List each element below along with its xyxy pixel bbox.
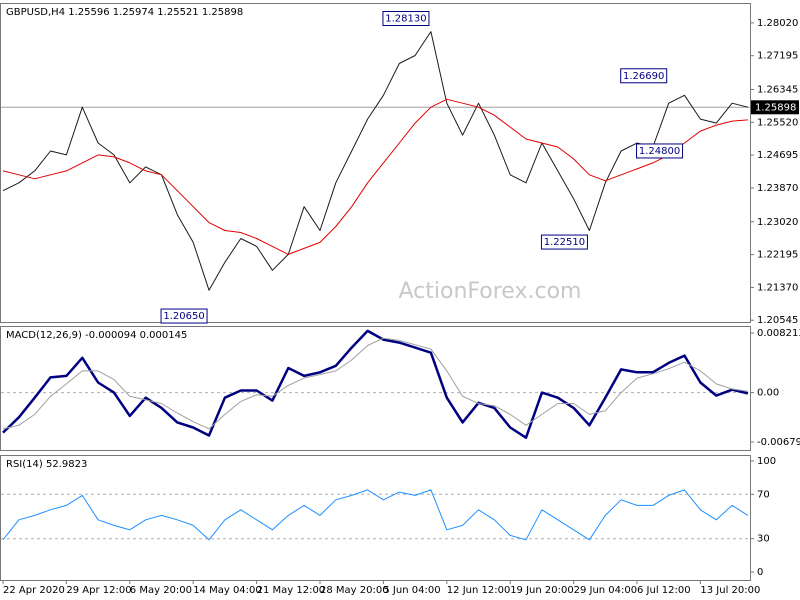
y-tick-label: 1.27195 [757,51,798,62]
series-line [2,31,749,291]
x-tick-label: 5 Jun 04:00 [383,585,440,596]
x-tick-label: 19 Jun 20:00 [510,585,574,596]
x-tick-label: 28 May 20:00 [320,585,389,596]
series-line [2,98,748,255]
x-tick-label: 6 Jul 12:00 [637,585,691,596]
y-tick-label: 0.008213 [757,328,800,339]
annotation-label: 1.22510 [544,237,585,248]
y-tick-label: 100 [757,456,776,467]
y-tick-label: -0.006796 [757,437,800,448]
price-panel [0,3,751,323]
y-tick-label: 1.23020 [757,217,798,228]
macd-panel [0,326,751,451]
annotation-box [160,308,208,324]
x-tick-label: 12 Jun 12:00 [447,585,511,596]
rsi-panel [0,455,751,581]
y-tick-label: 0.00 [757,388,779,399]
y-tick-label: 1.26345 [757,85,798,96]
series-line [2,329,749,439]
y-tick-label: 1.21370 [757,282,798,293]
annotation-box [540,234,588,250]
panel-title: MACD(12,26,9) -0.000094 0.000145 [6,330,187,341]
panel-title: GBPUSD,H4 1.25596 1.25974 1.25521 1.2589… [6,7,243,18]
y-tick-label: 0 [757,567,763,578]
series-line [2,337,748,430]
series-line [2,489,749,541]
y-tick-label: 30 [757,534,770,545]
y-tick-label: 1.23870 [757,183,798,194]
y-tick-label: 1.25520 [757,117,798,128]
x-tick-label: 13 Jul 20:00 [700,585,760,596]
annotation-label: 1.26690 [623,71,664,82]
x-tick-label: 14 May 04:00 [193,585,262,596]
last-price-label: 1.25898 [755,102,796,113]
annotation-label: 1.28130 [385,14,426,25]
y-tick-label: 1.22195 [757,250,798,261]
annotation-label: 1.20650 [163,311,204,322]
x-tick-label: 6 May 20:00 [130,585,192,596]
x-tick-label: 22 Apr 2020 [3,585,65,596]
annotation-label: 1.24800 [639,146,680,157]
y-tick-label: 1.24695 [757,150,798,161]
y-tick-label: 1.20545 [757,315,798,326]
annotation-box [620,68,668,84]
last-price-box [751,100,799,115]
x-tick-label: 29 Apr 12:00 [66,585,131,596]
y-tick-label: 70 [757,489,770,500]
y-tick-label: 1.28020 [757,18,798,29]
panel-title: RSI(14) 52.9823 [6,459,87,470]
annotation-box [382,11,430,27]
annotation-box [636,143,684,159]
watermark: ActionForex.com [399,279,582,304]
x-tick-label: 21 May 12:00 [257,585,326,596]
x-tick-label: 29 Jun 04:00 [574,585,638,596]
